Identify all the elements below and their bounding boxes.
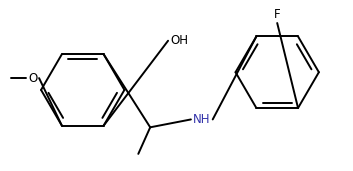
Text: O: O (29, 72, 38, 85)
Text: F: F (274, 8, 281, 21)
Text: OH: OH (170, 34, 188, 47)
Text: NH: NH (193, 113, 210, 126)
